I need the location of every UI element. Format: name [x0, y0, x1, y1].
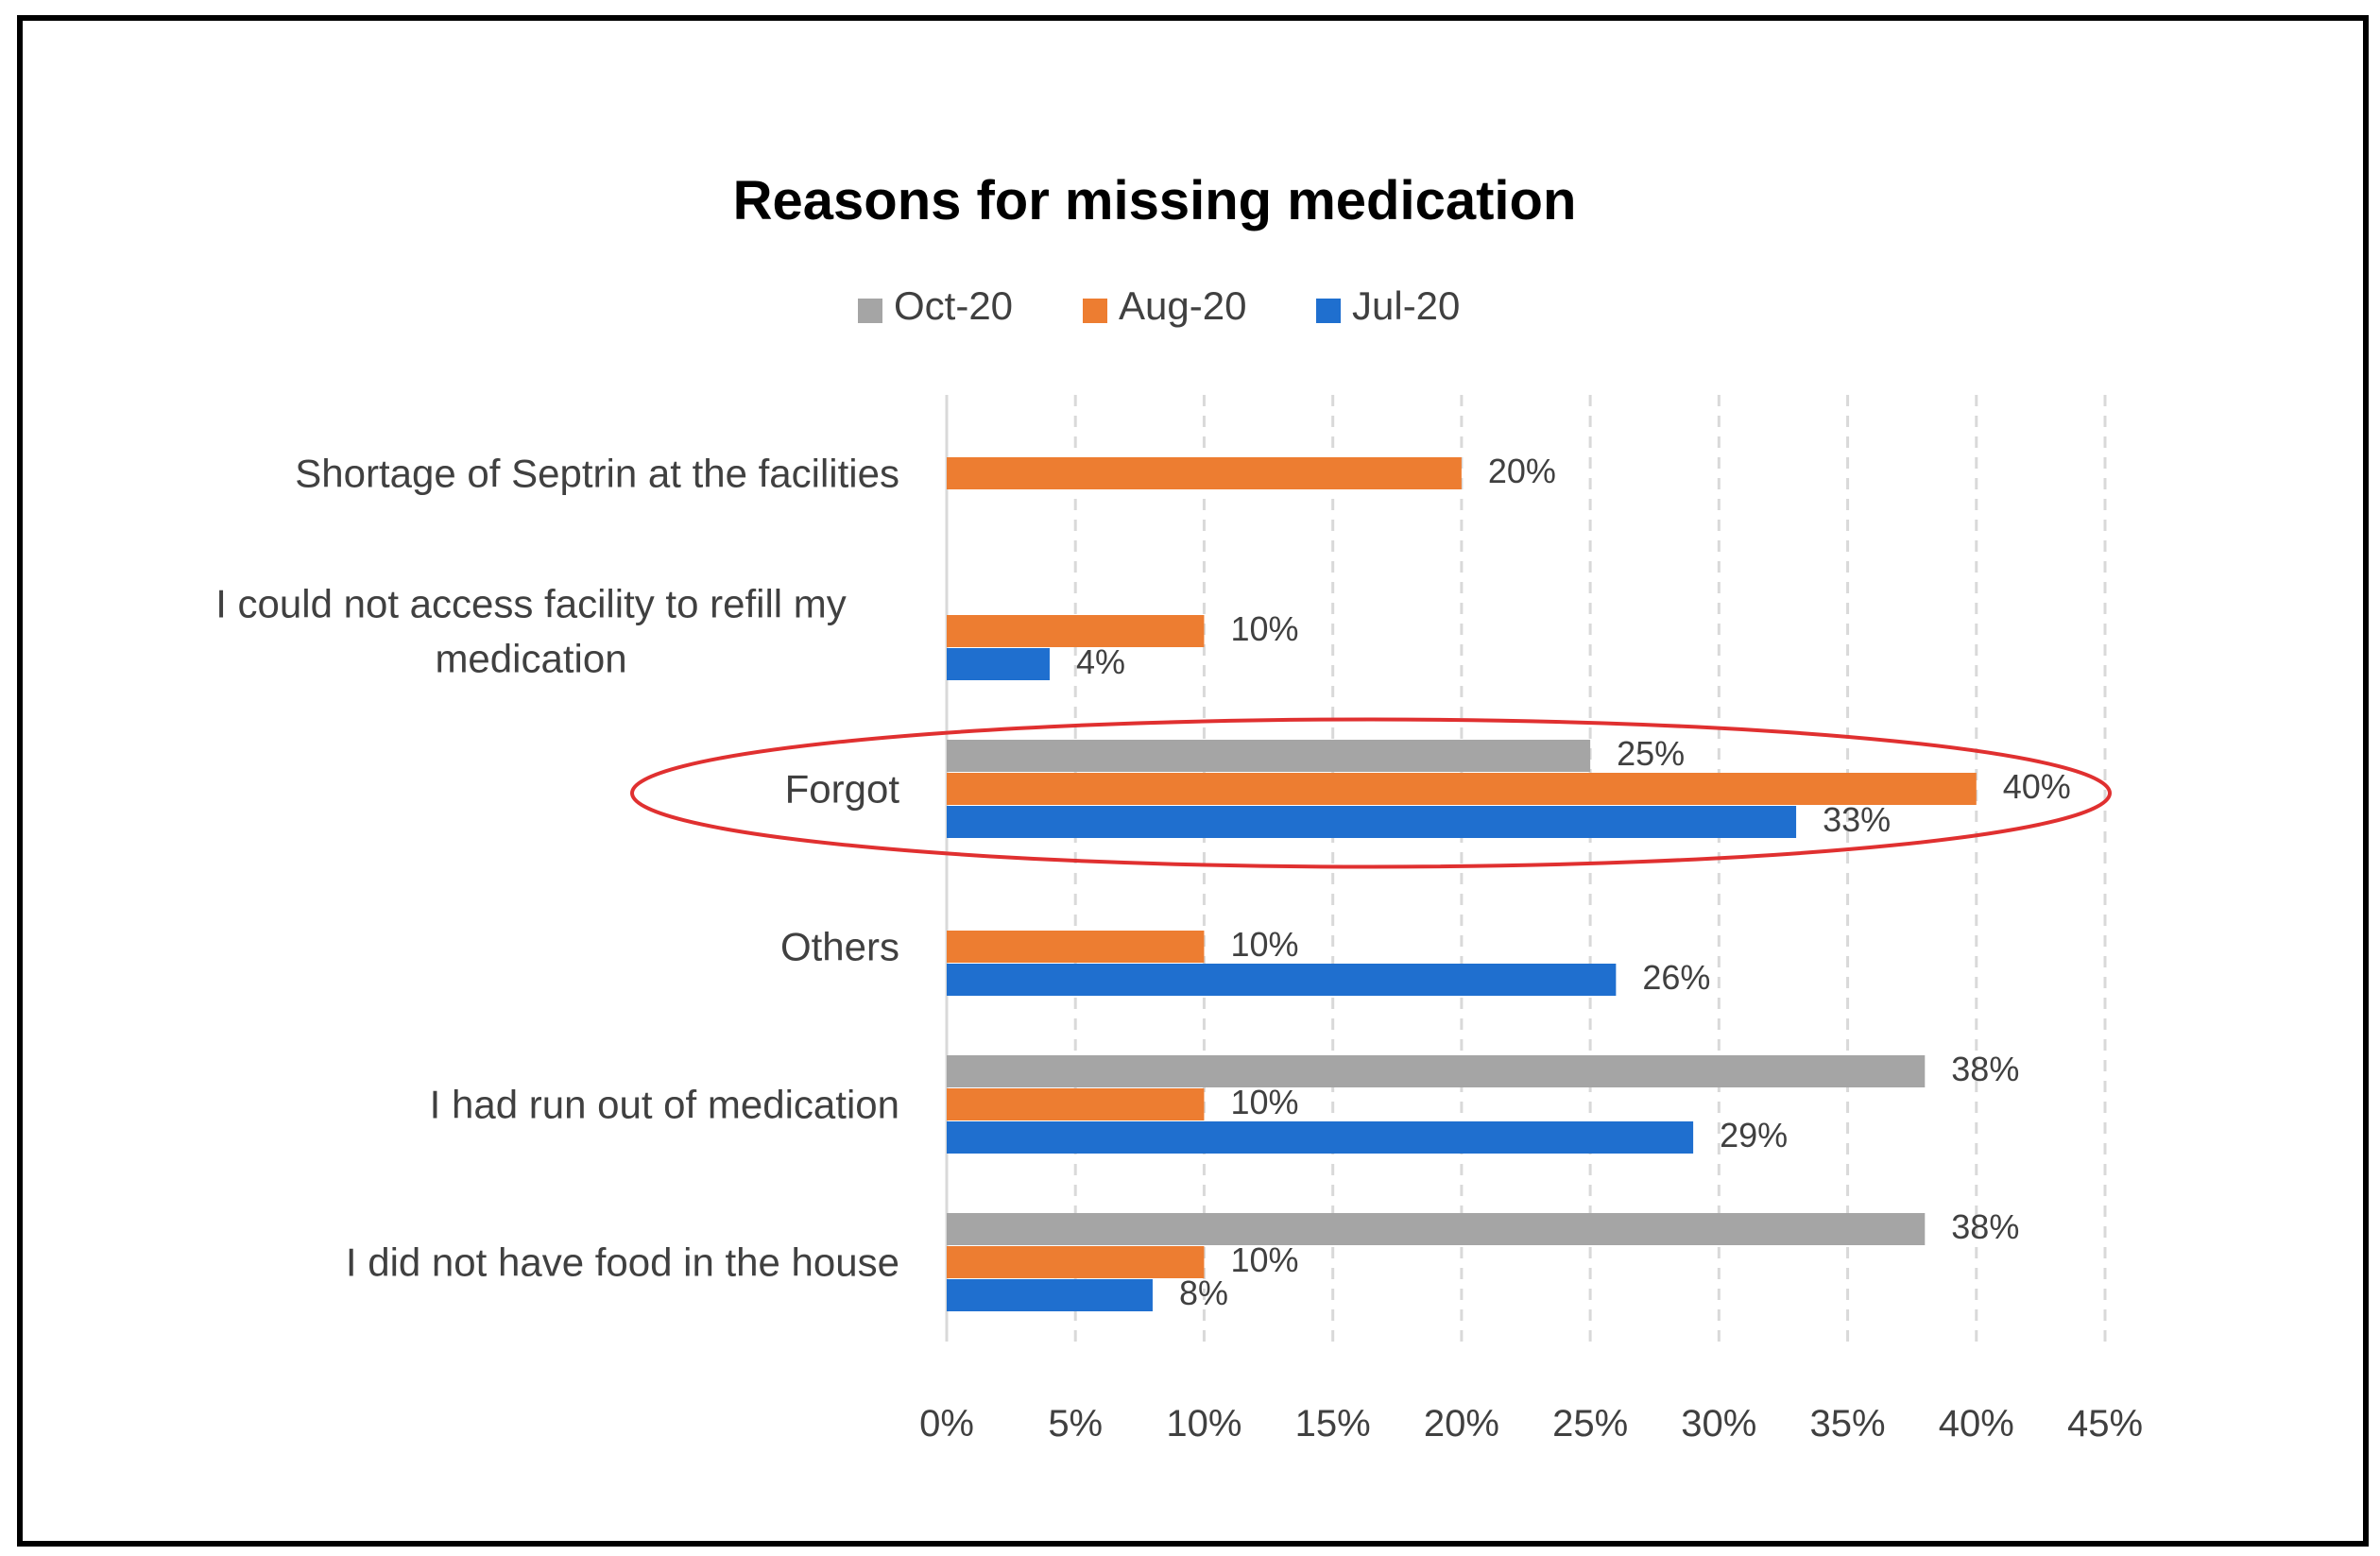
data-label: 8%: [1179, 1274, 1228, 1312]
x-tick-label: 10%: [1166, 1403, 1241, 1445]
x-tick-label: 0%: [919, 1403, 974, 1445]
data-label: 40%: [2003, 767, 2071, 806]
x-tick-label: 25%: [1552, 1403, 1628, 1445]
bar-aug-20: [947, 773, 1977, 805]
category-label-line: medication: [435, 637, 626, 681]
data-label: 10%: [1230, 609, 1298, 648]
category-label: Others: [780, 925, 899, 969]
bar-aug-20: [947, 457, 1462, 489]
legend-swatch-oct-20: [858, 299, 882, 323]
category-label: I had run out of medication: [430, 1083, 899, 1127]
x-axis-ticks: 0% 5% 10% 15% 20% 25% 30% 35% 40% 45%: [919, 1403, 2143, 1445]
bar-jul-20: [947, 806, 1797, 838]
gridlines: [945, 395, 2107, 1342]
data-label: 26%: [1642, 958, 1710, 997]
chart-title: Reasons for missing medication: [733, 170, 1577, 231]
data-labels: 20%10%4%25%40%33%10%26%38%10%29%38%10%8%: [1076, 452, 2071, 1312]
category-label: I did not have food in the house: [346, 1240, 899, 1285]
bar-aug-20: [947, 1246, 1205, 1278]
category-label: Forgot: [785, 767, 900, 812]
legend-label-jul-20: Jul-20: [1352, 283, 1460, 328]
x-tick-label: 30%: [1681, 1403, 1756, 1445]
legend: Oct-20 Aug-20 Jul-20: [858, 283, 1460, 328]
category-label-line: Forgot: [785, 767, 900, 812]
bar-aug-20: [947, 1088, 1205, 1120]
legend-swatch-jul-20: [1316, 299, 1341, 323]
bar-jul-20: [947, 648, 1050, 680]
data-label: 38%: [1951, 1050, 2019, 1088]
data-label: 20%: [1488, 452, 1556, 490]
x-tick-label: 15%: [1295, 1403, 1371, 1445]
highlight-annotation: [630, 717, 2112, 869]
bar-oct-20: [947, 740, 1591, 772]
bar-jul-20: [947, 964, 1617, 996]
x-tick-label: 20%: [1424, 1403, 1499, 1445]
x-tick-label: 40%: [1939, 1403, 2014, 1445]
x-tick-label: 45%: [2067, 1403, 2143, 1445]
x-tick-label: 35%: [1810, 1403, 1886, 1445]
category-label-line: I did not have food in the house: [346, 1240, 899, 1285]
category-label: Shortage of Septrin at the facilities: [295, 452, 899, 496]
highlight-ellipse: [630, 717, 2112, 869]
legend-label-oct-20: Oct-20: [894, 283, 1013, 328]
category-label-line: I had run out of medication: [430, 1083, 899, 1127]
x-tick-label: 5%: [1048, 1403, 1103, 1445]
data-label: 25%: [1617, 734, 1685, 773]
bar-jul-20: [947, 1121, 1694, 1154]
data-label: 33%: [1823, 800, 1891, 839]
bars: [947, 457, 1977, 1311]
category-label-line: Shortage of Septrin at the facilities: [295, 452, 899, 496]
data-label: 38%: [1951, 1207, 2019, 1246]
category-label-line: Others: [780, 925, 899, 969]
bar-oct-20: [947, 1055, 1926, 1087]
data-label: 10%: [1230, 1240, 1298, 1279]
bar-aug-20: [947, 615, 1205, 647]
bar-jul-20: [947, 1279, 1153, 1311]
data-label: 29%: [1720, 1116, 1788, 1154]
data-label: 10%: [1230, 925, 1298, 964]
bar-aug-20: [947, 931, 1205, 963]
data-label: 4%: [1076, 642, 1125, 681]
category-label-line: I could not access facility to refill my: [215, 582, 847, 626]
category-label: I could not access facility to refill my…: [215, 582, 847, 681]
category-labels: Shortage of Septrin at the facilities I c…: [215, 452, 899, 1285]
legend-label-aug-20: Aug-20: [1119, 283, 1246, 328]
data-label: 10%: [1230, 1083, 1298, 1121]
legend-swatch-aug-20: [1083, 299, 1107, 323]
bar-oct-20: [947, 1213, 1926, 1245]
